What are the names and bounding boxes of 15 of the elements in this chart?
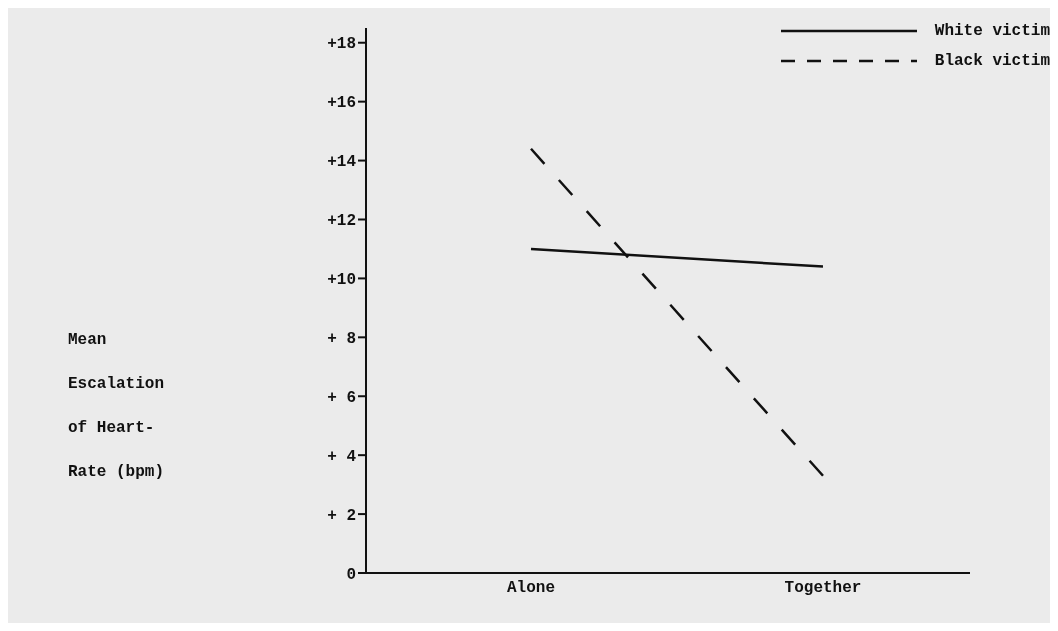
- text: Mean Escalation of Heart- Rate (bpm): [68, 331, 165, 481]
- y-tick-label: + 6: [327, 388, 356, 407]
- y-tick-label: +16: [327, 94, 356, 113]
- y-tick-label: + 4: [327, 447, 357, 466]
- text: White victim: [934, 22, 1050, 40]
- x-tick-label: Together: [784, 579, 862, 598]
- y-tick-label: + 2: [327, 506, 356, 525]
- y-tick-label: +10: [327, 271, 356, 290]
- y-tick-label: +12: [327, 212, 356, 231]
- y-tick-label: +14: [327, 153, 357, 172]
- y-tick-label: 0: [346, 565, 356, 584]
- y-tick-label: + 8: [327, 330, 356, 348]
- text: Black victim: [934, 52, 1050, 70]
- x-tick-label: Alone: [506, 579, 556, 598]
- y-tick-label: +18: [327, 35, 356, 54]
